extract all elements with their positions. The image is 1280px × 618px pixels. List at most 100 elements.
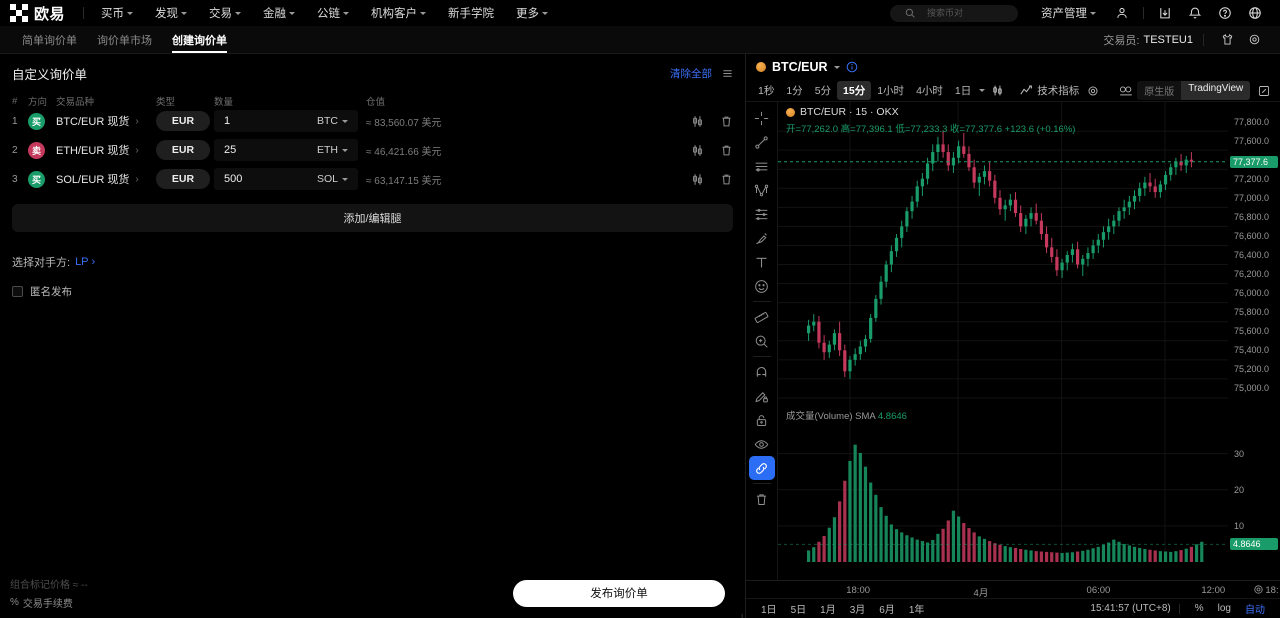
timeframe-1m[interactable]: 1分 xyxy=(786,85,803,97)
indicators-button[interactable]: 技术指标 xyxy=(1016,83,1083,98)
download-icon[interactable] xyxy=(1150,6,1180,20)
range-1d[interactable]: 1日 xyxy=(761,605,777,616)
shirt-icon[interactable] xyxy=(1214,33,1241,46)
quantity-value[interactable]: 25 xyxy=(224,144,237,156)
help-icon[interactable] xyxy=(1210,6,1240,20)
range-5d[interactable]: 5日 xyxy=(790,605,807,616)
chevron-down-icon[interactable] xyxy=(979,89,986,92)
resize-handle[interactable] xyxy=(736,609,743,618)
search-box[interactable] xyxy=(890,4,1018,22)
asset-management-menu[interactable]: 资产管理 xyxy=(1030,5,1107,21)
quantity-field[interactable]: 1 BTC xyxy=(214,110,358,132)
add-edit-leg-button[interactable]: 添加/编辑腿 xyxy=(12,204,733,232)
anonymous-publish-row[interactable]: 匿名发布 xyxy=(12,284,733,299)
direction-badge-buy[interactable]: 买 xyxy=(28,170,45,188)
quantity-unit-selector[interactable]: SOL xyxy=(317,173,348,185)
emoji-icon[interactable] xyxy=(749,274,775,298)
timeframe-1s[interactable]: 1秒 xyxy=(758,85,775,97)
tab-rfq-market[interactable]: 询价单市场 xyxy=(87,26,162,53)
magnet-icon[interactable] xyxy=(749,360,775,384)
bell-icon[interactable] xyxy=(1180,6,1210,20)
type-pill[interactable]: EUR xyxy=(156,140,210,160)
tab-simple-rfq[interactable]: 简单询价单 xyxy=(12,26,87,53)
horizontal-lines-icon[interactable] xyxy=(749,154,775,178)
direction-badge-buy[interactable]: 买 xyxy=(28,112,45,130)
row-direction[interactable]: 买 xyxy=(28,112,56,130)
globe-icon[interactable] xyxy=(1240,6,1270,20)
chart-engine-native[interactable]: 原生版 xyxy=(1144,87,1175,98)
symbol-selector[interactable]: SOL/EUR 现货 › xyxy=(56,171,156,187)
trash-icon[interactable] xyxy=(720,173,733,186)
tab-create-rfq[interactable]: 创建询价单 xyxy=(162,26,237,53)
chart-engine-tradingview[interactable]: TradingView xyxy=(1181,81,1251,100)
trend-line-icon[interactable] xyxy=(749,130,775,154)
candlestick-icon[interactable] xyxy=(691,173,704,186)
list-menu-icon[interactable] xyxy=(722,68,733,79)
range-3m[interactable]: 3月 xyxy=(849,605,866,616)
table-row[interactable]: 3 买 SOL/EUR 现货 › EUR 500 xyxy=(12,168,733,190)
eye-icon[interactable] xyxy=(749,432,775,456)
quantity-unit-selector[interactable]: ETH xyxy=(317,144,348,156)
range-6m[interactable]: 6月 xyxy=(879,605,895,616)
nav-item-institutional[interactable]: 机构客户 xyxy=(360,5,437,21)
nav-item-chain[interactable]: 公链 xyxy=(306,5,360,21)
link-icon[interactable] xyxy=(748,456,775,480)
direction-badge-sell[interactable]: 卖 xyxy=(28,141,45,159)
candle-type-icon[interactable] xyxy=(991,84,1004,97)
timeframe-1h[interactable]: 1小时 xyxy=(877,85,905,97)
ruler-icon[interactable] xyxy=(749,305,775,329)
axis-settings-icon[interactable] xyxy=(1253,584,1264,595)
lock-icon[interactable] xyxy=(749,408,775,432)
info-icon[interactable] xyxy=(846,61,858,73)
user-icon[interactable] xyxy=(1107,6,1137,20)
search-input[interactable] xyxy=(927,8,1011,18)
anonymous-checkbox[interactable] xyxy=(12,286,23,297)
quantity-value[interactable]: 1 xyxy=(224,115,231,127)
timeframe-4h[interactable]: 4小时 xyxy=(916,85,943,97)
pencil-lock-icon[interactable] xyxy=(749,384,775,408)
nav-item-academy[interactable]: 新手学院 xyxy=(437,5,505,21)
zoom-in-icon[interactable] xyxy=(749,329,775,353)
crosshair-icon[interactable] xyxy=(749,106,775,130)
publish-rfq-button[interactable]: 发布询价单 xyxy=(513,579,725,607)
fullscreen-icon[interactable] xyxy=(1254,85,1274,97)
timeframe-1d[interactable]: 1日 xyxy=(954,85,972,97)
candlestick-icon[interactable] xyxy=(691,144,704,157)
quantity-field[interactable]: 500 SOL xyxy=(214,168,358,190)
log-scale-toggle[interactable]: log xyxy=(1217,603,1231,614)
auto-scale-toggle[interactable]: 自动 xyxy=(1245,605,1265,616)
trash-icon[interactable] xyxy=(720,115,733,128)
row-direction[interactable]: 买 xyxy=(28,170,56,188)
pitchfork-icon[interactable] xyxy=(749,178,775,202)
price-axis[interactable]: 77,800.077,600.077,400.077,200.077,000.0… xyxy=(1228,102,1280,580)
clear-all-button[interactable]: 清除全部 xyxy=(670,67,712,80)
table-row[interactable]: 2 卖 ETH/EUR 现货 › EUR 25 xyxy=(12,139,733,161)
quantity-field[interactable]: 25 ETH xyxy=(214,139,358,161)
nav-item-trade[interactable]: 交易 xyxy=(198,5,252,21)
text-icon[interactable] xyxy=(749,250,775,274)
brand-logo[interactable]: 欧易 xyxy=(10,3,77,24)
fib-retracement-icon[interactable] xyxy=(749,202,775,226)
type-pill[interactable]: EUR xyxy=(156,111,210,131)
chart-canvas[interactable]: BTC/EUR · 15 · OKX 开=77,262.0 高=77,396.1… xyxy=(778,102,1228,580)
range-1y[interactable]: 1年 xyxy=(908,605,925,616)
timeframe-5m[interactable]: 5分 xyxy=(814,85,832,97)
percent-scale-toggle[interactable]: % xyxy=(1194,603,1204,614)
nav-item-finance[interactable]: 金融 xyxy=(252,5,306,21)
time-axis[interactable]: 18:00 4月 06:00 12:00 18: xyxy=(746,580,1280,599)
candlestick-icon[interactable] xyxy=(691,115,704,128)
chart-engine-toggle[interactable]: 原生版 TradingView xyxy=(1137,81,1251,100)
symbol-selector[interactable]: ETH/EUR 现货 › xyxy=(56,142,156,158)
nav-item-buy-crypto[interactable]: 买币 xyxy=(90,5,144,21)
gear-icon[interactable] xyxy=(1083,85,1103,97)
settings-icon[interactable] xyxy=(1241,33,1268,46)
trash-icon[interactable] xyxy=(720,144,733,157)
nav-item-more[interactable]: 更多 xyxy=(505,5,559,21)
type-pill[interactable]: EUR xyxy=(156,169,210,189)
row-direction[interactable]: 卖 xyxy=(28,141,56,159)
trash-icon[interactable] xyxy=(749,487,775,511)
range-1m[interactable]: 1月 xyxy=(820,605,836,616)
chevron-down-icon[interactable] xyxy=(833,65,840,69)
nav-item-discover[interactable]: 发现 xyxy=(144,5,198,21)
brush-icon[interactable] xyxy=(749,226,775,250)
